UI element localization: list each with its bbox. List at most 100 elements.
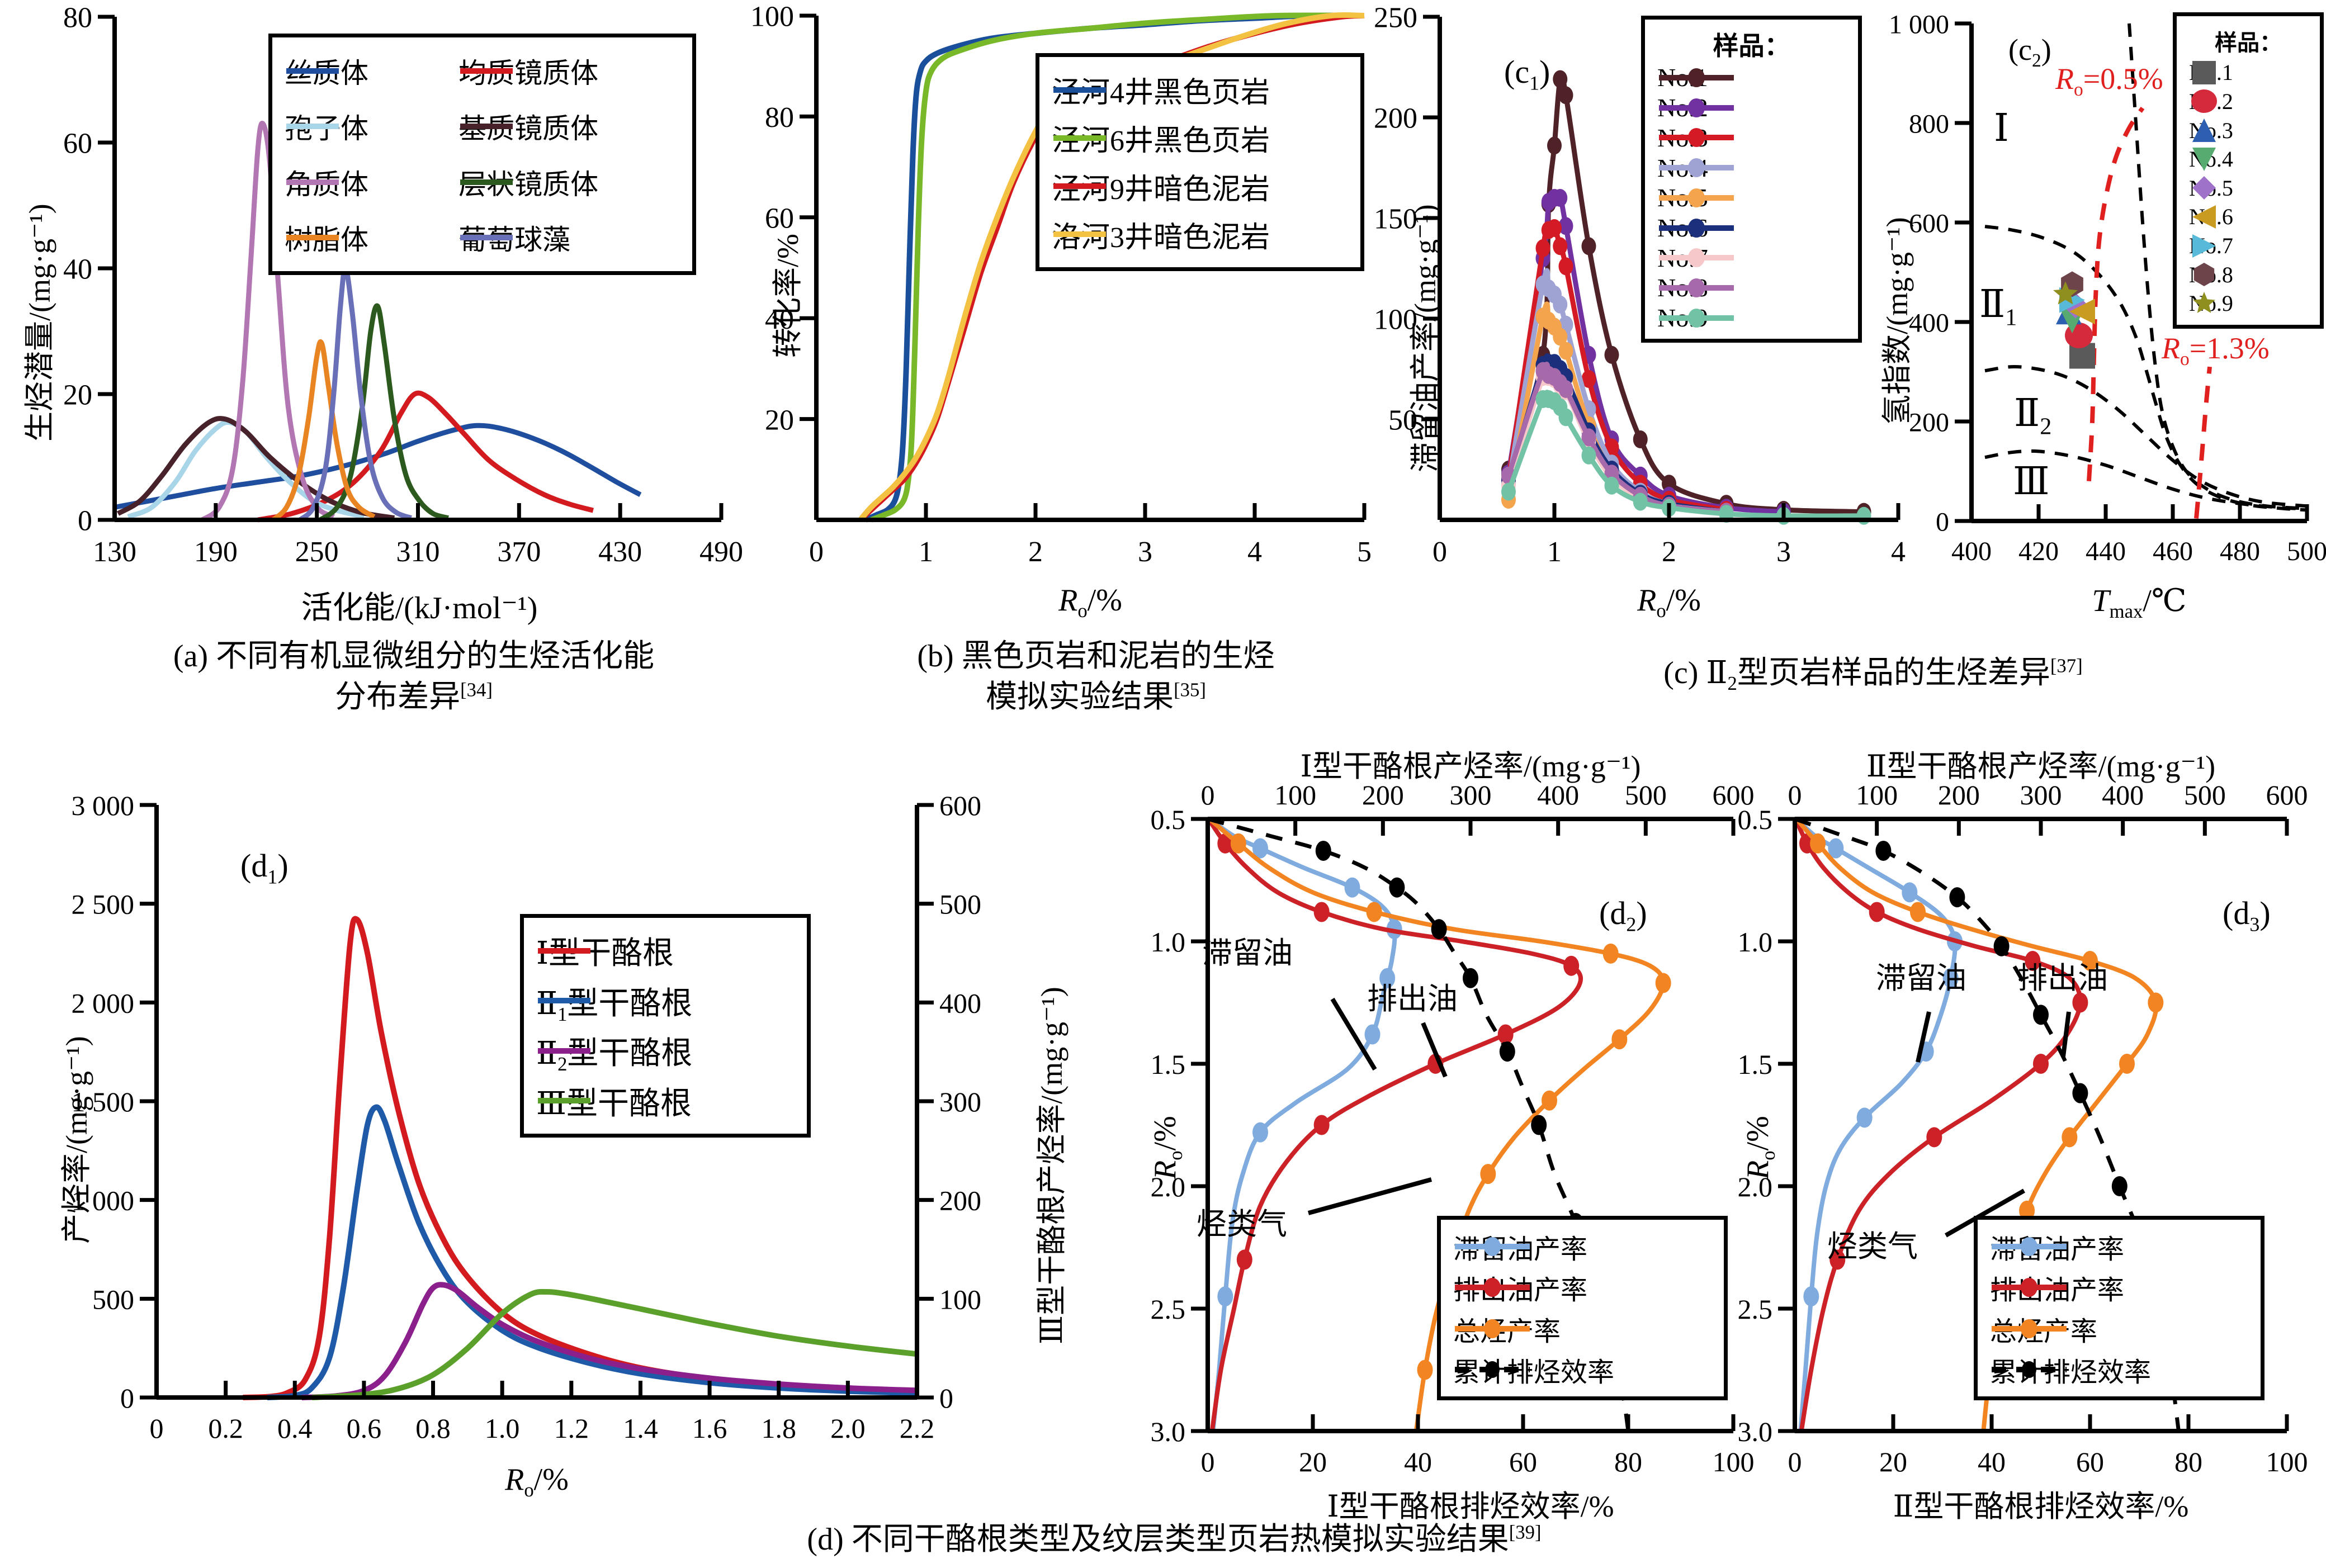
legend-c2: 样品： No.1No.2No.3No.4 No.5No.6 No.7 No.8 No.9 xyxy=(2173,12,2324,329)
legend-swatch xyxy=(1992,1278,2067,1297)
legend-item: No.2 xyxy=(1657,93,1846,122)
tick-label: 0 xyxy=(1433,536,1447,568)
d2-y-axis-label: Ro/% xyxy=(1148,1116,1187,1179)
legend-swatch xyxy=(2192,147,2216,171)
tick-label: 0.2 xyxy=(208,1413,243,1444)
legend-swatch xyxy=(538,1098,590,1104)
kerogen-boundary-line xyxy=(1984,365,2308,508)
legend-item-label: Ⅱ1型干酪根 xyxy=(536,986,693,1025)
caption-line: (d) 不同干酪根类型及纹层类型页岩热模拟实验结果[39] xyxy=(807,1521,1542,1557)
tick-label: 100 xyxy=(1856,779,1898,811)
legend-item: 角质体 xyxy=(285,162,458,202)
legend-swatch xyxy=(286,179,339,185)
leader-line xyxy=(2061,1011,2071,1057)
ro-isoline xyxy=(2194,366,2212,519)
legend-swatch xyxy=(460,68,513,74)
legend-swatch xyxy=(1659,128,1734,148)
d3-top-axis-label: Ⅱ型干酪根产烃率/(mg·g⁻¹) xyxy=(1866,750,2216,783)
tick-label: 500 xyxy=(1625,779,1667,811)
series-葡萄球藻 xyxy=(298,266,412,522)
legend-item-label: 累计排烃效率 xyxy=(1453,1357,1615,1387)
tick-label: 2.0 xyxy=(1151,1171,1186,1202)
tick-label: 1 000 xyxy=(1889,10,1949,39)
legend-swatch xyxy=(1053,135,1106,141)
tick-label: 100 xyxy=(1374,304,1417,336)
tick-label: 800 xyxy=(1909,109,1949,139)
tick-label: 200 xyxy=(1374,103,1417,135)
a-x-axis-label: 活化能/(kJ·mol⁻¹) xyxy=(301,591,538,626)
caption-line: 模拟实验结果[35] xyxy=(986,679,1206,714)
legend-swatch xyxy=(286,235,339,241)
c1-x-axis-label: Ro/% xyxy=(1637,583,1701,622)
legend-item-label: 累计排烃效率 xyxy=(1990,1357,2152,1387)
caption-d: (d) 不同干酪根类型及纹层类型页岩热模拟实验结果[39] xyxy=(615,1519,1733,1560)
tick-label: 0.5 xyxy=(1151,804,1186,835)
kerogen-boundary-line xyxy=(1984,449,2308,511)
legend-item-label: Ⅲ型干酪根 xyxy=(536,1086,692,1121)
tick-label: 480 xyxy=(2220,537,2260,566)
legend-a: 丝质体均质镜质体孢子体基质镜质体角质体层状镜质体树脂体葡萄球藻 xyxy=(268,34,696,275)
legend-swatch xyxy=(1455,1361,1530,1378)
series-滞留油产率 xyxy=(1795,817,1963,1432)
legend-item: No.5 xyxy=(2189,175,2308,201)
tick-label: 20 xyxy=(1299,1446,1327,1477)
legend-item: Ⅱ1型干酪根 xyxy=(536,978,795,1024)
tick-label: 2 000 xyxy=(72,987,135,1019)
panel-tag-d3: (d3) xyxy=(2223,895,2271,936)
tick-label: 0 xyxy=(939,1382,953,1414)
legend-swatch xyxy=(460,235,513,241)
tick-label: 100 xyxy=(1713,1446,1755,1477)
legend-item: 泾河9井暗色泥岩 xyxy=(1052,165,1348,207)
d3-bottom-axis-label: Ⅱ型干酪根排烃效率/% xyxy=(1893,1490,2189,1523)
caption-b: (b) 黑色页岩和泥岩的生烃 模拟实验结果[35] xyxy=(800,636,1392,718)
series-层状镜质体 xyxy=(319,303,450,522)
legend-swatch xyxy=(2192,176,2216,200)
legend-item-label: 洛河3井暗色泥岩 xyxy=(1052,221,1270,254)
legend-swatch xyxy=(538,998,590,1004)
tick-label: 80 xyxy=(1614,1446,1642,1477)
legend-item: Ⅰ型干酪根 xyxy=(536,928,795,973)
series-Ⅲ型干酪根 xyxy=(311,1288,918,1400)
tick-label: 2 xyxy=(1662,536,1676,568)
tick-label: 1.0 xyxy=(1738,926,1773,958)
tick-label: 0 xyxy=(1201,1446,1215,1477)
tick-label: 20 xyxy=(765,404,794,436)
c2-y-axis-label: 氢指数/(mg·g⁻¹) xyxy=(1880,217,1914,425)
tick-label: 40 xyxy=(1404,1446,1432,1477)
tick-label: 400 xyxy=(1909,308,1949,338)
legend-item: No.5 xyxy=(1657,183,1846,212)
d2-expelled-oil-label: 排出油 xyxy=(1367,982,1458,1016)
tick-label: 300 xyxy=(1450,779,1492,811)
tick-label: 50 xyxy=(1388,405,1417,437)
legend-item: No.1 xyxy=(1657,63,1846,92)
tick-label: 600 xyxy=(1909,209,1949,238)
tick-label: 40 xyxy=(1978,1446,2006,1477)
legend-item-label: 总烃产率 xyxy=(1990,1316,2098,1347)
legend-swatch xyxy=(1659,98,1734,117)
tick-label: 1 500 xyxy=(72,1086,135,1117)
d1-y2-axis-label: Ⅲ型干酪根产烃率/(mg·g⁻¹) xyxy=(1035,987,1069,1344)
tick-label: 600 xyxy=(1713,779,1755,811)
tick-label: 20 xyxy=(63,380,92,411)
tick-label: 150 xyxy=(1374,203,1417,235)
tick-label: 1.4 xyxy=(623,1413,658,1444)
d3-expelled-oil-label: 排出油 xyxy=(2017,961,2108,995)
legend-swatch xyxy=(1659,68,1734,87)
series-丝质体 xyxy=(114,423,642,510)
leader-line xyxy=(1330,997,1377,1071)
series-泾河6井黑色页岩 xyxy=(870,12,1365,523)
d1-y-axis-label: 产烃率/(mg·g⁻¹) xyxy=(60,1036,93,1244)
tick-label: 370 xyxy=(497,536,541,568)
tick-label: 3.0 xyxy=(1738,1416,1773,1447)
chart-activation-energy: 0 20 40 60 80 130 190 250 310 370 430 490 xyxy=(63,2,743,568)
legend-item: No.9 xyxy=(2189,290,2308,316)
tick-label: 300 xyxy=(939,1086,981,1117)
d2-top-axis-label: Ⅰ型干酪根产烃率/(mg·g⁻¹) xyxy=(1300,750,1641,783)
legend-item: No.8 xyxy=(1657,273,1846,302)
legend-b: 泾河4井黑色页岩 泾河6井黑色页岩 泾河9井暗色泥岩 洛河3井暗色泥岩 xyxy=(1036,53,1364,271)
tick-label: 100 xyxy=(2266,1446,2308,1477)
tick-label: 2.2 xyxy=(900,1413,935,1444)
tick-label: 2.5 xyxy=(1738,1294,1773,1325)
d3-y-axis-label: Ro/% xyxy=(1741,1116,1780,1179)
